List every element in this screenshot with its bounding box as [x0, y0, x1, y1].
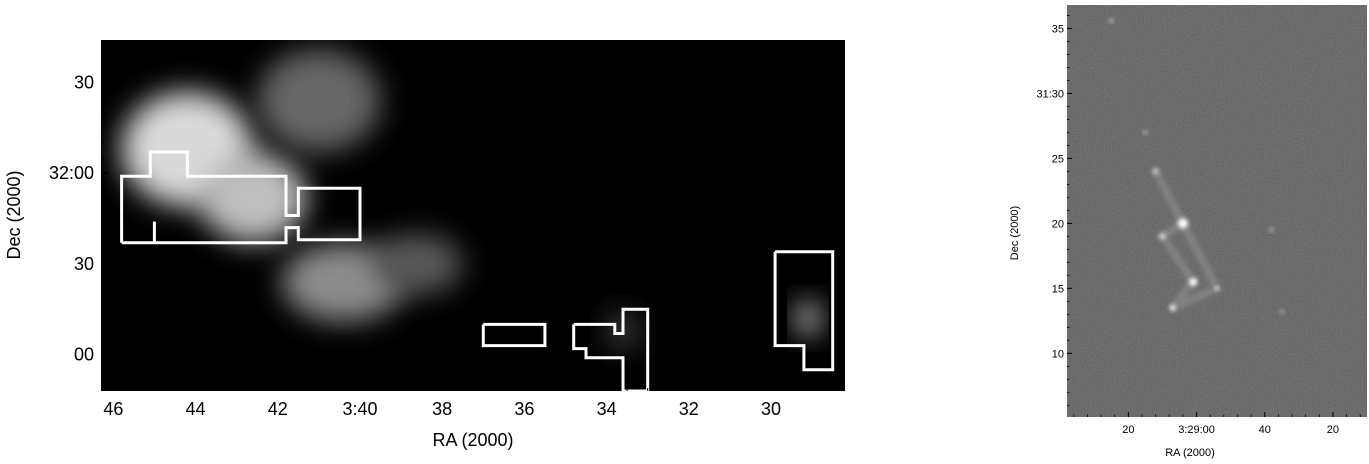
bright-knot [1169, 304, 1176, 311]
x-tick-label: 42 [268, 399, 288, 419]
y-tick-label: 25 [1052, 153, 1064, 165]
x-tick-label: 32 [679, 399, 699, 419]
bright-knot [1269, 227, 1274, 232]
region-outline [120, 150, 362, 245]
bright-knot [1152, 168, 1159, 175]
bright-knot [1109, 18, 1114, 23]
bright-knot [1279, 309, 1284, 314]
chart-right: 20 3:29:00 40 20 35 31:30 25 20 15 10 RA (2000) D… [1000, 0, 1369, 464]
x-tick-label: 34 [597, 399, 617, 419]
bright-knot [1159, 233, 1166, 240]
emission-blob [372, 233, 463, 295]
y-tick-label: 00 [74, 345, 94, 365]
y-tick-label: 15 [1052, 283, 1064, 295]
y-tick-label: 30 [74, 254, 94, 274]
y-axis-label: Dec (2000) [1009, 206, 1021, 260]
x-axis-label: RA (2000) [1165, 447, 1215, 459]
x-tick-label: 20 [1122, 424, 1134, 436]
x-tick-label: 3:29:00 [1178, 424, 1215, 436]
y-tick-label: 10 [1052, 348, 1064, 360]
x-tick-label: 3:40 [342, 399, 377, 419]
bright-knot [1189, 277, 1198, 286]
chart-left-svg: 46 44 42 3:40 38 36 34 32 30 30 32:00 30 00 RA (2000… [4, 40, 845, 450]
y-tick-label: 30 [74, 72, 94, 92]
chart-right-svg: 20 3:29:00 40 20 35 31:30 25 20 15 10 RA (2000) D… [1009, 5, 1367, 459]
x-tick-label: 44 [186, 399, 206, 419]
region-outlines [120, 150, 835, 391]
x-tick-label: 38 [432, 399, 452, 419]
x-tick-label: 36 [514, 399, 534, 419]
region-outline [773, 250, 835, 372]
x-axis-label: RA (2000) [432, 430, 513, 450]
emission-blob [797, 301, 819, 336]
noise-layer [1067, 5, 1367, 417]
region-outline [481, 322, 547, 348]
y-tick-label: 31:30 [1036, 88, 1064, 100]
bright-knot [1215, 286, 1219, 291]
y-axis-label: Dec (2000) [4, 170, 24, 259]
axis-ticks: 46 44 42 3:40 38 36 34 32 30 30 32:00 30 00 [49, 51, 834, 419]
x-tick-label: 20 [1327, 424, 1339, 436]
emission-blob [257, 49, 381, 152]
x-tick-label: 40 [1259, 424, 1271, 436]
x-tick-label: 30 [761, 399, 781, 419]
y-tick-label: 35 [1052, 23, 1064, 35]
emission-blob [199, 151, 307, 243]
chart-left: 46 44 42 3:40 38 36 34 32 30 30 32:00 30 00 RA (2000… [4, 40, 845, 450]
bright-knot [1143, 130, 1148, 135]
axis-ticks: 20 3:29:00 40 20 35 31:30 25 20 15 10 [1036, 14, 1361, 436]
x-tick-label: 46 [103, 399, 123, 419]
y-tick-label: 20 [1052, 218, 1064, 230]
bright-knot [1177, 218, 1188, 229]
emission-layer [1109, 18, 1284, 314]
y-tick-label: 32:00 [49, 163, 94, 183]
region-outline [572, 307, 650, 391]
filament [1151, 167, 1223, 312]
